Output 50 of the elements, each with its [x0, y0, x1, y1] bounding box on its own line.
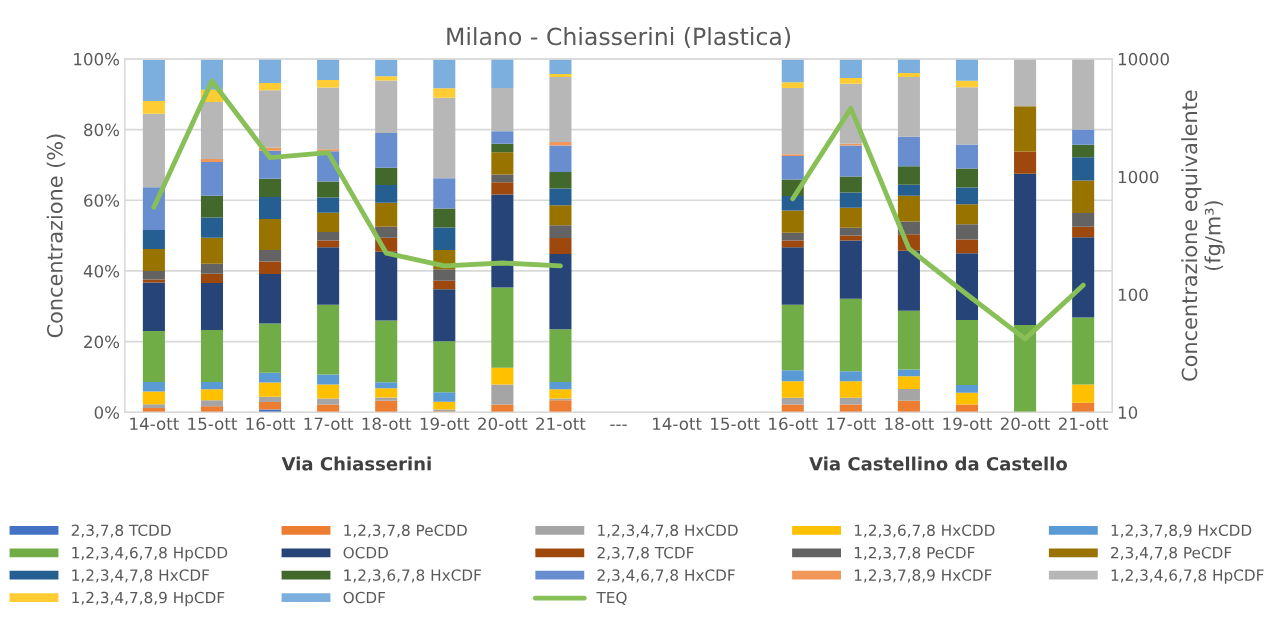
y-tick-label: 80% [84, 123, 120, 137]
x-tick-label: 18-ott [362, 417, 412, 431]
x-tick-label: 18-ott [885, 417, 934, 431]
legend-label: 1,2,3,7,8,9 HxCDD [1111, 524, 1252, 538]
x-tick-label: 17-ott [304, 417, 354, 431]
legend-label: 1,2,3,4,7,8,9 HpCDF [72, 591, 225, 607]
x-tick-label: 19-ott [943, 417, 993, 431]
y-tick-label: 0% [94, 406, 120, 419]
legend-label: 1,2,3,4,6,7,8 HpCDD [72, 546, 228, 562]
legend-label: 2,3,7,8 TCDF [597, 546, 694, 560]
text: Via Castellino da Castello [809, 456, 1068, 471]
y2-tick-label: 10 [1118, 406, 1138, 419]
legend-label: 1,2,3,4,7,8 HxCDF [72, 569, 209, 583]
x-tick-label: 15-ott [711, 417, 760, 431]
legend-label: 1,2,3,6,7,8 HxCDF [344, 569, 481, 583]
x-tick-label: 16-ott [769, 417, 818, 431]
y-tick-label: 60% [84, 194, 120, 207]
legend-label: 2,3,7,8 TCDD [71, 524, 171, 538]
legend-label: TEQ [596, 591, 627, 606]
legend-label: 1,2,3,7,8 PeCDD [344, 524, 467, 538]
x-tick-label: 16-ott [246, 417, 296, 431]
y2-tick-label: 1000 [1118, 170, 1159, 184]
x-tick-label: 14-ott [653, 417, 702, 431]
y-tick-label: 40% [83, 264, 120, 278]
legend-label: 2,3,4,7,8 PeCDF [1111, 546, 1232, 560]
legend-label: 1,2,3,6,7,8 HxCDD [854, 524, 995, 538]
x-tick-label: 14-ott [130, 417, 179, 431]
y2-axis-title: Concentrazione equivalente (fg/m³) [1181, 90, 1225, 381]
text: Via Chiasserini [281, 456, 431, 471]
x-tick-label: 21-ott [1058, 417, 1109, 431]
legend-label: 1,2,3,4,6,7,8 HpCDF [1111, 569, 1264, 584]
y-tick-label: 20% [84, 335, 120, 349]
y2-tick-label: 100 [1118, 288, 1148, 302]
legend-label: OCDF [343, 591, 386, 604]
legend-label: 2,3,4,6,7,8 HxCDF [597, 569, 735, 583]
y-axis-title: Concentrazione (%) [46, 134, 66, 338]
x-tick-label: --- [610, 424, 627, 426]
x-tick-label: 19-ott [420, 417, 470, 431]
chart-title: Milano - Chiasserini (Plastica) [447, 27, 791, 49]
legend-label: 1,2,3,7,8,9 HxCDF [854, 569, 992, 583]
x-tick-label: 15-ott [188, 417, 237, 431]
y2-tick-label: 10000 [1118, 52, 1169, 66]
y-tick-label: 100% [74, 52, 120, 66]
x-tick-label: 17-ott [827, 417, 876, 431]
legend-label: 1,2,3,4,7,8 HxCDD [598, 524, 738, 538]
x-tick-label: 21-ott [536, 417, 586, 431]
legend-label: OCDD [343, 546, 388, 559]
x-tick-label: 20-ott [1000, 417, 1051, 431]
legend-label: 1,2,3,7,8 PeCDF [854, 546, 975, 560]
x-tick-label: 20-ott [478, 417, 528, 431]
